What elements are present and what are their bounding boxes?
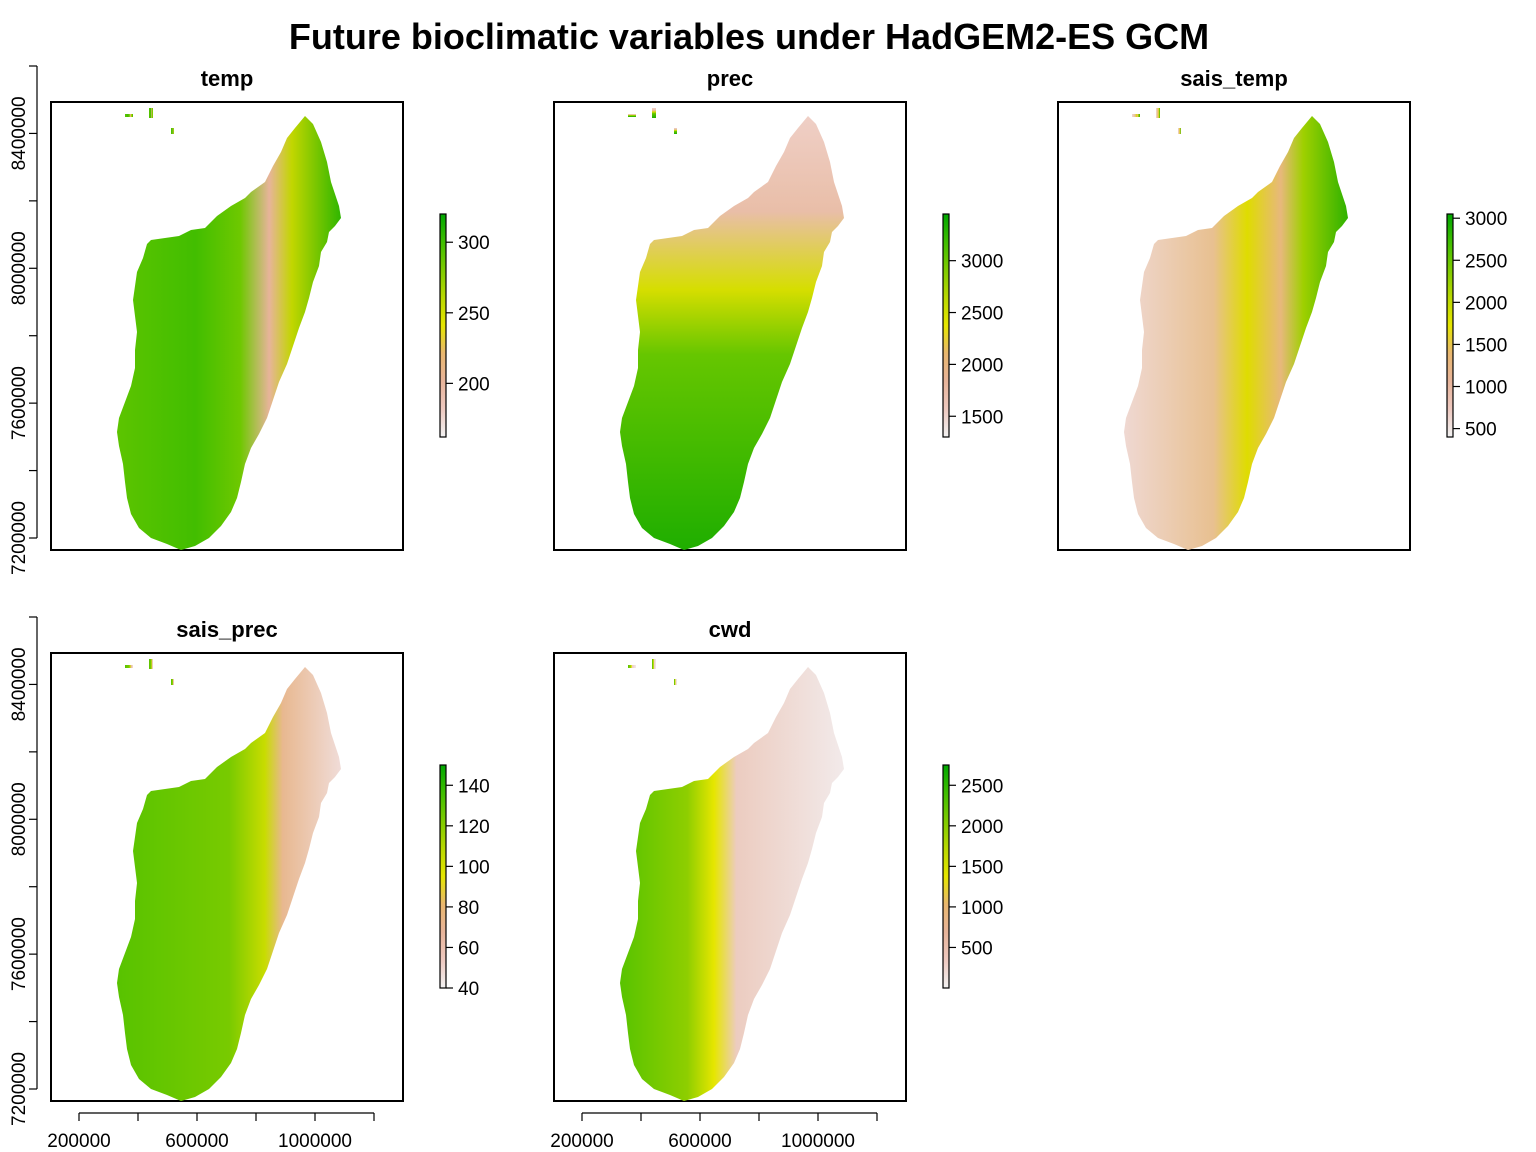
y-axis-label: 8000000 xyxy=(9,782,30,856)
islet-cwd xyxy=(628,665,636,668)
panel-title-sais_temp: sais_temp xyxy=(1180,66,1288,91)
islet-cwd xyxy=(652,659,656,669)
panel-title-prec: prec xyxy=(707,66,753,91)
panel-frame-sais_prec xyxy=(50,652,404,1102)
legend-label-sais_prec: 80 xyxy=(458,898,479,919)
x-axis-label: 600000 xyxy=(668,1131,731,1152)
legend-label-cwd: 1000 xyxy=(961,898,1003,919)
legend-bar-cwd xyxy=(942,764,950,989)
y-axis-label: 7200000 xyxy=(9,501,30,575)
y-axis-label: 8400000 xyxy=(9,96,30,170)
legend-label-prec: 2500 xyxy=(961,304,1003,325)
islet-temp xyxy=(149,108,153,118)
legend-label-temp: 250 xyxy=(458,304,490,325)
islet-sais_prec xyxy=(149,659,153,669)
panel-frame-cwd xyxy=(553,652,907,1102)
islet-temp xyxy=(171,128,174,134)
panel-title-sais_prec: sais_prec xyxy=(176,617,278,642)
map-panel-prec: prec 1500 2000 2500 3000 xyxy=(553,66,1003,551)
legend-bar-prec xyxy=(942,213,950,438)
islet-prec xyxy=(674,128,677,134)
legend-cwd: 500 1000 1500 2000 2500 xyxy=(942,764,1003,989)
x-axis-cwd: 200000 600000 1000000 xyxy=(550,1112,878,1152)
island-raster-sais_temp xyxy=(1124,116,1348,550)
legend-label-prec: 1500 xyxy=(961,407,1003,428)
x-axis-label: 200000 xyxy=(47,1131,110,1152)
y-axis-temp: 7200000 7600000 8000000 8400000 xyxy=(9,65,38,575)
islet-prec xyxy=(652,108,656,118)
legend-label-sais_prec: 120 xyxy=(458,817,490,838)
legend-bar-sais_prec xyxy=(439,764,447,989)
legend-label-sais_prec: 100 xyxy=(458,857,490,878)
legend-bar-temp xyxy=(439,213,447,438)
x-axis-sais_prec: 200000 600000 1000000 xyxy=(47,1112,375,1152)
y-axis-sais_prec: 7200000 7600000 8000000 8400000 xyxy=(9,616,38,1126)
x-axis-label: 1000000 xyxy=(278,1131,352,1152)
legend-label-sais_temp: 2500 xyxy=(1465,251,1507,272)
y-axis-label: 7600000 xyxy=(9,917,30,991)
island-raster-cwd xyxy=(620,667,844,1101)
legend-label-sais_temp: 3000 xyxy=(1465,209,1507,230)
panel-frame-prec xyxy=(553,101,907,551)
legend-bar-sais_temp xyxy=(1446,213,1454,438)
island-raster-prec xyxy=(620,116,844,550)
legend-label-cwd: 1500 xyxy=(961,857,1003,878)
y-axis-label: 8000000 xyxy=(9,231,30,305)
legend-label-sais_temp: 500 xyxy=(1465,420,1497,441)
islet-sais_temp xyxy=(1156,108,1160,118)
legend-label-sais_prec: 60 xyxy=(458,938,479,959)
legend-label-cwd: 500 xyxy=(961,938,993,959)
panel-frame-sais_temp xyxy=(1057,101,1411,551)
x-axis-label: 600000 xyxy=(165,1131,228,1152)
legend-label-sais_temp: 1000 xyxy=(1465,378,1507,399)
island-raster-sais_prec xyxy=(117,667,341,1101)
legend-label-cwd: 2000 xyxy=(961,817,1003,838)
islet-prec xyxy=(628,114,636,117)
islet-temp xyxy=(125,114,133,117)
map-panel-temp: temp 200 250 300 7200000 7600000 8000000 840000… xyxy=(9,65,490,575)
islet-cwd xyxy=(674,679,677,685)
map-panel-sais_temp: sais_temp 500 1000 1500 2000 2500 3000 xyxy=(1057,66,1507,551)
legend-sais_temp: 500 1000 1500 2000 2500 3000 xyxy=(1446,209,1507,441)
islet-sais_temp xyxy=(1132,114,1140,117)
legend-label-cwd: 2500 xyxy=(961,776,1003,797)
x-axis-label: 200000 xyxy=(550,1131,613,1152)
panel-title-cwd: cwd xyxy=(709,617,752,642)
figure-title: Future bioclimatic variables under HadGE… xyxy=(288,16,1210,57)
legend-prec: 1500 2000 2500 3000 xyxy=(942,213,1003,438)
legend-label-sais_temp: 2000 xyxy=(1465,293,1507,314)
legend-sais_prec: 40 60 80 100 120 140 xyxy=(439,764,490,1000)
legend-label-sais_prec: 40 xyxy=(458,979,479,1000)
y-axis-label: 7200000 xyxy=(9,1052,30,1126)
panel-frame-temp xyxy=(50,101,404,551)
legend-label-sais_prec: 140 xyxy=(458,776,490,797)
island-raster-temp xyxy=(117,116,341,550)
islet-sais_prec xyxy=(125,665,133,668)
y-axis-label: 7600000 xyxy=(9,366,30,440)
map-panel-sais_prec: sais_prec 40 60 80 100 120 140 7200000 7600000 80… xyxy=(9,616,490,1152)
y-axis-label: 8400000 xyxy=(9,647,30,721)
map-panel-cwd: cwd 500 1000 1500 2000 2500 200000 600000 100000… xyxy=(550,617,1003,1152)
x-axis-label: 1000000 xyxy=(781,1131,855,1152)
legend-temp: 200 250 300 xyxy=(439,213,490,438)
legend-label-sais_temp: 1500 xyxy=(1465,335,1507,356)
legend-label-temp: 300 xyxy=(458,233,490,254)
legend-label-temp: 200 xyxy=(458,374,490,395)
legend-label-prec: 2000 xyxy=(961,355,1003,376)
panel-title-temp: temp xyxy=(201,66,254,91)
islet-sais_prec xyxy=(171,679,174,685)
legend-label-prec: 3000 xyxy=(961,252,1003,273)
islet-sais_temp xyxy=(1178,128,1181,134)
